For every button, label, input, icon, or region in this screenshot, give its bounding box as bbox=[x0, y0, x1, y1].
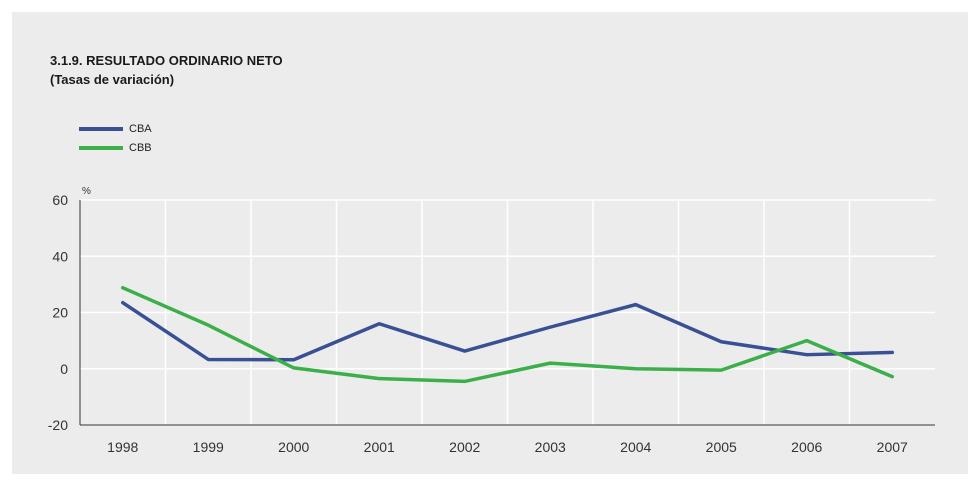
legend-label-cba: CBA bbox=[129, 123, 152, 135]
legend-item-cba: CBA bbox=[79, 122, 152, 136]
x-tick-label: 2002 bbox=[449, 439, 480, 455]
series-line-cba bbox=[121, 300, 894, 362]
x-tick-label: 1998 bbox=[107, 439, 138, 455]
y-axis-unit-label: % bbox=[82, 186, 91, 197]
legend-label-cbb: CBB bbox=[129, 142, 152, 154]
y-tick-label: 20 bbox=[52, 305, 68, 321]
x-tick-label: 2003 bbox=[535, 439, 566, 455]
chart-panel bbox=[12, 12, 968, 474]
x-tick-label: 2005 bbox=[706, 439, 737, 455]
legend-item-cbb: CBB bbox=[79, 141, 152, 155]
x-tick-label: 2007 bbox=[877, 439, 908, 455]
x-tick-label: 1999 bbox=[193, 439, 224, 455]
x-tick-label: 2004 bbox=[620, 439, 651, 455]
legend-swatch-cbb bbox=[79, 146, 123, 150]
chart-subtitle: (Tasas de variación) bbox=[50, 72, 175, 87]
x-tick-label: 2000 bbox=[278, 439, 309, 455]
series-line-cbb bbox=[121, 286, 894, 384]
y-tick-label: -20 bbox=[48, 417, 68, 433]
x-tick-label: 2001 bbox=[364, 439, 395, 455]
y-tick-label: 40 bbox=[52, 248, 68, 264]
chart-title: 3.1.9. RESULTADO ORDINARIO NETO bbox=[50, 53, 283, 68]
y-tick-label: 60 bbox=[52, 192, 68, 208]
y-tick-label: 0 bbox=[60, 361, 68, 377]
x-tick-label: 2006 bbox=[791, 439, 822, 455]
legend-swatch-cba bbox=[79, 127, 123, 131]
